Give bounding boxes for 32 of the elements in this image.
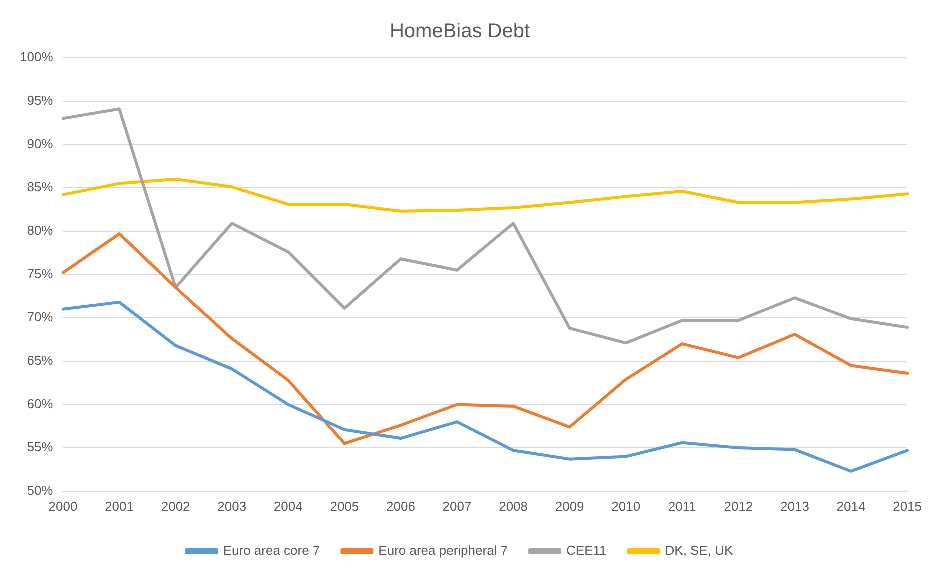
x-tick-label: 2001 bbox=[105, 498, 134, 514]
legend-label: CEE11 bbox=[566, 543, 607, 558]
x-tick-label: 2004 bbox=[274, 498, 303, 514]
x-tick-label: 2003 bbox=[218, 498, 247, 514]
legend-label: Euro area peripheral 7 bbox=[378, 543, 508, 558]
chart-title: HomeBias Debt bbox=[390, 20, 530, 43]
legend-label: Euro area core 7 bbox=[223, 543, 320, 558]
x-tick-label: 2006 bbox=[386, 498, 416, 514]
x-tick-label: 2010 bbox=[612, 498, 641, 514]
y-tick-label: 70% bbox=[27, 310, 54, 325]
y-tick-label: 100% bbox=[20, 50, 54, 65]
x-tick-label: 2012 bbox=[724, 498, 754, 514]
x-tick-label: 2013 bbox=[780, 498, 810, 514]
y-tick-label: 75% bbox=[27, 266, 54, 282]
x-tick-label: 2009 bbox=[555, 498, 584, 514]
y-tick-label: 50% bbox=[27, 482, 54, 498]
x-tick-label: 2007 bbox=[442, 498, 472, 514]
y-tick-label: 95% bbox=[27, 92, 54, 108]
y-tick-label: 55% bbox=[27, 440, 54, 455]
y-tick-label: 60% bbox=[27, 396, 54, 412]
x-tick-label: 2000 bbox=[48, 498, 78, 514]
y-tick-label: 85% bbox=[27, 180, 54, 195]
x-tick-label: 2011 bbox=[668, 498, 696, 514]
x-tick-label: 2002 bbox=[161, 498, 190, 514]
y-tick-label: 80% bbox=[27, 222, 54, 238]
x-tick-label: 2008 bbox=[499, 498, 528, 514]
x-tick-label: 2005 bbox=[330, 498, 360, 514]
y-tick-label: 90% bbox=[27, 136, 54, 152]
legend-label: DK, SE, UK bbox=[665, 543, 734, 558]
x-tick-label: 2014 bbox=[836, 498, 866, 514]
y-tick-label: 65% bbox=[27, 352, 54, 368]
x-tick-label: 2015 bbox=[893, 498, 922, 514]
